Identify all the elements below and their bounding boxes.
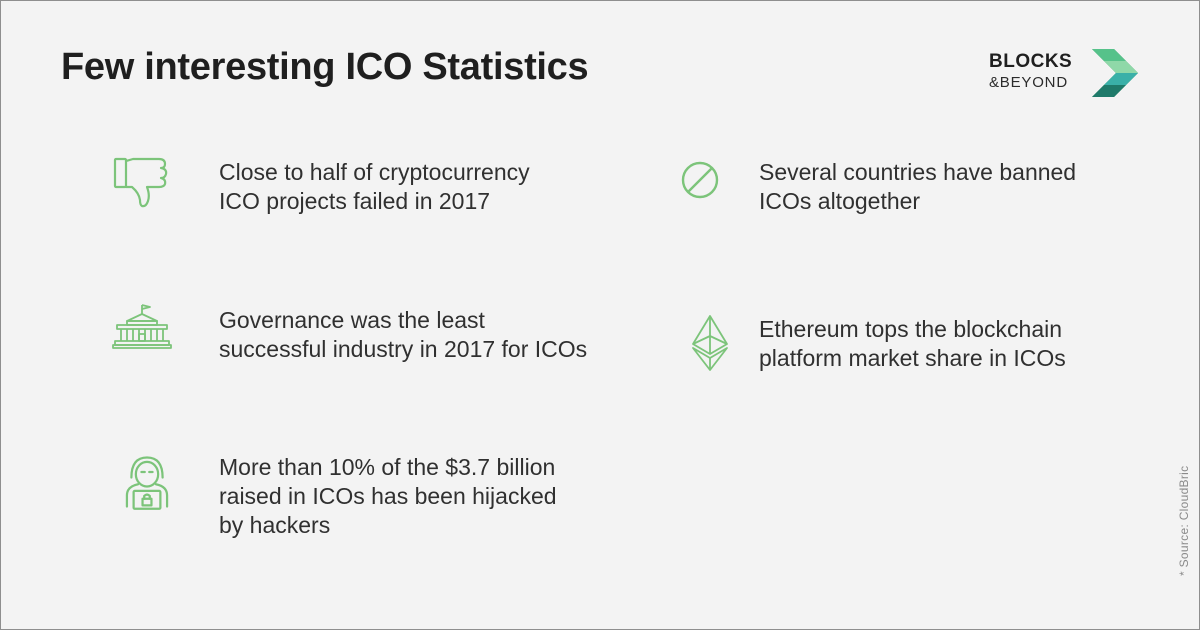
stat-line: More than 10% of the $3.7 billion [219, 454, 556, 480]
stat-line: ICO projects failed in 2017 [219, 188, 491, 214]
stat-line: raised in ICOs has been hijacked [219, 483, 557, 509]
government-building-icon [112, 301, 172, 359]
hacker-icon [118, 453, 176, 511]
stat-line: platform market share in ICOs [759, 345, 1066, 371]
logo-wordmark-line1: BLOCKS [989, 51, 1073, 72]
prohibited-icon [676, 153, 734, 211]
stat-failed-projects: Close to half of cryptocurrency ICO proj… [219, 158, 619, 216]
stat-hackers: More than 10% of the $3.7 billion raised… [219, 453, 619, 540]
stat-line: Governance was the least [219, 307, 485, 333]
page-title: Few interesting ICO Statistics [61, 46, 589, 88]
blocks-beyond-logo: BLOCKS &BEYOND [986, 49, 1146, 99]
ethereum-icon [681, 314, 739, 372]
stat-line: successful industry in 2017 for ICOs [219, 336, 588, 362]
stat-line: ICOs altogether [759, 188, 921, 214]
stat-line: Several countries have banned [759, 159, 1077, 185]
stat-line: Ethereum tops the blockchain [759, 316, 1063, 342]
stat-ethereum: Ethereum tops the blockchain platform ma… [759, 315, 1159, 373]
logo-chevron-icon [1092, 49, 1138, 97]
source-note: * Source: CloudBric [1177, 465, 1191, 576]
logo-wordmark-line2: &BEYOND [989, 74, 1068, 91]
stat-line: Close to half of cryptocurrency [219, 159, 530, 185]
stat-banned-countries: Several countries have banned ICOs altog… [759, 158, 1159, 216]
stat-governance: Governance was the least successful indu… [219, 306, 619, 364]
stat-line: by hackers [219, 512, 331, 538]
thumbs-down-icon [111, 153, 169, 211]
